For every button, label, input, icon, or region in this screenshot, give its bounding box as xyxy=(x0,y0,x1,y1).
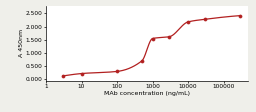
Y-axis label: A 450nm: A 450nm xyxy=(19,29,24,57)
X-axis label: MAb concentration (ng/mL): MAb concentration (ng/mL) xyxy=(104,90,190,96)
